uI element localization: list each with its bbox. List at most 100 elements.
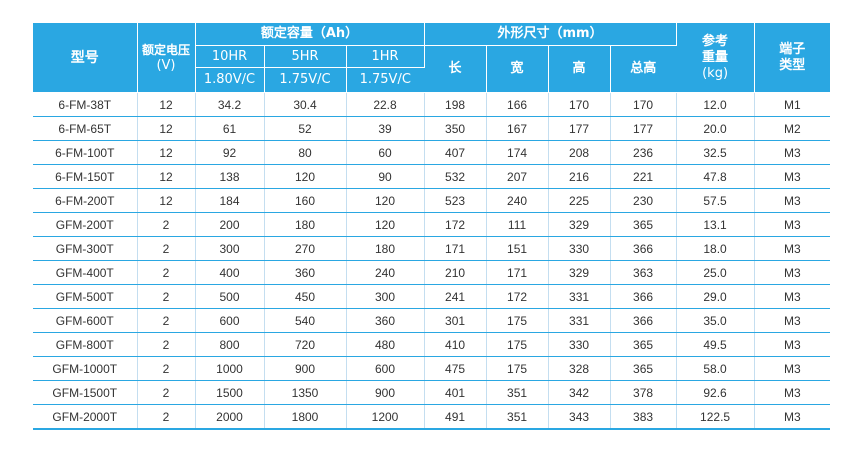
cell-terminal: M3: [754, 404, 831, 430]
cell-voltage: 12: [137, 188, 196, 213]
header-terminal-line2: 类型: [779, 57, 806, 73]
cell-capacity-10hr: 1000: [195, 356, 265, 381]
cell-terminal: M3: [754, 164, 831, 189]
cell-length: 407: [424, 140, 487, 165]
cell-capacity-1hr: 360: [346, 308, 425, 333]
cell-capacity-5hr: 450: [264, 284, 347, 309]
cell-length: 172: [424, 212, 487, 237]
cell-width: 351: [486, 404, 549, 430]
header-rate-1hr: 1HR: [346, 45, 425, 68]
cell-voltage: 2: [137, 356, 196, 381]
cell-length: 401: [424, 380, 487, 405]
cell-model: GFM-2000T: [33, 404, 138, 430]
cell-terminal: M3: [754, 332, 831, 357]
cell-total-height: 378: [610, 380, 677, 405]
cell-capacity-5hr: 360: [264, 260, 347, 285]
cell-capacity-5hr: 120: [264, 164, 347, 189]
cell-total-height: 177: [610, 116, 677, 141]
cell-capacity-10hr: 2000: [195, 404, 265, 430]
battery-spec-table: 型号 额定电压 (V) 额定容量（Ah） 外形尺寸（mm） 参考 重量 (kg)…: [33, 23, 831, 430]
table-row: 6-FM-38T 12 34.2 30.4 22.8 198 166 170 170 12.0 M1: [33, 92, 831, 117]
table-row: GFM-500T 2 500 450 300 241 172 331 366 29.0 M3: [33, 284, 831, 309]
spec-table-container: 型号 额定电压 (V) 额定容量（Ah） 外形尺寸（mm） 参考 重量 (kg)…: [33, 23, 831, 430]
cell-capacity-5hr: 30.4: [264, 92, 347, 117]
cell-weight: 25.0: [676, 260, 755, 285]
cell-capacity-1hr: 39: [346, 116, 425, 141]
cell-capacity-1hr: 900: [346, 380, 425, 405]
table-row: GFM-1500T 2 1500 1350 900 401 351 342 378 92.6 M3: [33, 380, 831, 405]
table-row: 6-FM-200T 12 184 160 120 523 240 225 230 57.5 M3: [33, 188, 831, 213]
cell-length: 198: [424, 92, 487, 117]
cell-length: 301: [424, 308, 487, 333]
cell-voltage: 2: [137, 332, 196, 357]
cell-weight: 92.6: [676, 380, 755, 405]
table-row: 6-FM-100T 12 92 80 60 407 174 208 236 32.5 M3: [33, 140, 831, 165]
cell-model: GFM-500T: [33, 284, 138, 309]
table-body: 6-FM-38T 12 34.2 30.4 22.8 198 166 170 170 12.0 M1…: [33, 92, 831, 430]
cell-voltage: 12: [137, 92, 196, 117]
cell-height: 329: [548, 212, 611, 237]
cell-height: 330: [548, 332, 611, 357]
cell-capacity-1hr: 22.8: [346, 92, 425, 117]
header-endv-10hr: 1.80V/C: [195, 67, 265, 93]
cell-capacity-10hr: 300: [195, 236, 265, 261]
cell-length: 532: [424, 164, 487, 189]
cell-capacity-1hr: 180: [346, 236, 425, 261]
cell-model: 6-FM-150T: [33, 164, 138, 189]
cell-width: 175: [486, 332, 549, 357]
header-weight: 参考 重量 (kg): [676, 23, 755, 93]
cell-height: 328: [548, 356, 611, 381]
cell-total-height: 366: [610, 236, 677, 261]
header-height: 高: [548, 45, 611, 93]
cell-voltage: 12: [137, 140, 196, 165]
cell-capacity-5hr: 52: [264, 116, 347, 141]
header-rate-10hr: 10HR: [195, 45, 265, 68]
cell-capacity-10hr: 800: [195, 332, 265, 357]
table-header: 型号 额定电压 (V) 额定容量（Ah） 外形尺寸（mm） 参考 重量 (kg)…: [33, 23, 831, 93]
table-row: GFM-400T 2 400 360 240 210 171 329 363 25.0 M3: [33, 260, 831, 285]
cell-weight: 18.0: [676, 236, 755, 261]
cell-capacity-10hr: 200: [195, 212, 265, 237]
cell-capacity-10hr: 61: [195, 116, 265, 141]
cell-weight: 47.8: [676, 164, 755, 189]
cell-capacity-1hr: 90: [346, 164, 425, 189]
cell-total-height: 365: [610, 212, 677, 237]
header-endv-5hr: 1.75V/C: [264, 67, 347, 93]
cell-capacity-10hr: 34.2: [195, 92, 265, 117]
header-rated-voltage-unit: (V): [156, 57, 176, 73]
cell-height: 170: [548, 92, 611, 117]
table-row: GFM-200T 2 200 180 120 172 111 329 365 13.1 M3: [33, 212, 831, 237]
cell-capacity-10hr: 600: [195, 308, 265, 333]
cell-weight: 32.5: [676, 140, 755, 165]
cell-capacity-1hr: 120: [346, 212, 425, 237]
cell-capacity-5hr: 80: [264, 140, 347, 165]
cell-total-height: 365: [610, 332, 677, 357]
cell-width: 351: [486, 380, 549, 405]
cell-width: 111: [486, 212, 549, 237]
cell-model: GFM-200T: [33, 212, 138, 237]
cell-capacity-5hr: 180: [264, 212, 347, 237]
cell-height: 331: [548, 308, 611, 333]
cell-capacity-5hr: 1350: [264, 380, 347, 405]
cell-weight: 12.0: [676, 92, 755, 117]
cell-model: GFM-1500T: [33, 380, 138, 405]
cell-weight: 35.0: [676, 308, 755, 333]
cell-voltage: 12: [137, 116, 196, 141]
cell-weight: 20.0: [676, 116, 755, 141]
cell-capacity-10hr: 1500: [195, 380, 265, 405]
table-row: GFM-1000T 2 1000 900 600 475 175 328 365 58.0 M3: [33, 356, 831, 381]
cell-weight: 57.5: [676, 188, 755, 213]
cell-length: 523: [424, 188, 487, 213]
cell-capacity-1hr: 240: [346, 260, 425, 285]
header-terminal-type: 端子 类型: [754, 23, 831, 93]
cell-capacity-1hr: 1200: [346, 404, 425, 430]
cell-total-height: 365: [610, 356, 677, 381]
header-terminal-line1: 端子: [779, 41, 806, 57]
cell-height: 330: [548, 236, 611, 261]
cell-height: 225: [548, 188, 611, 213]
cell-weight: 122.5: [676, 404, 755, 430]
cell-height: 177: [548, 116, 611, 141]
cell-terminal: M3: [754, 380, 831, 405]
cell-width: 166: [486, 92, 549, 117]
cell-terminal: M3: [754, 188, 831, 213]
